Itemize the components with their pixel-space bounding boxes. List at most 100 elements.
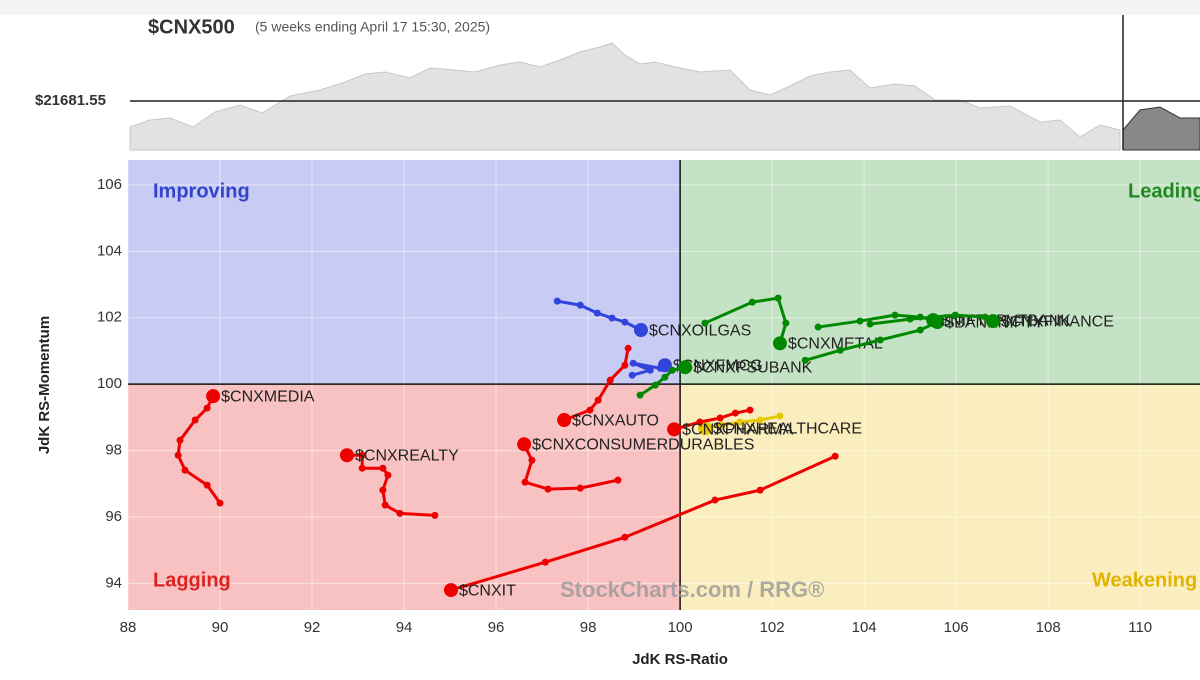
series-label: $CNXIT [459, 582, 516, 599]
y-tick-label: 102 [97, 309, 122, 326]
top-band [0, 0, 1200, 15]
trail-point [636, 391, 644, 399]
trail-point [736, 418, 744, 426]
trail-head [557, 413, 572, 428]
x-tick-label: 88 [120, 619, 137, 636]
y-tick-label: 98 [105, 442, 122, 459]
trail-point [731, 409, 739, 417]
quadrant-label: Weakening [1092, 569, 1197, 591]
quadrant-label: Lagging [153, 569, 231, 591]
trail-point [651, 381, 659, 389]
x-tick-label: 108 [1036, 619, 1061, 636]
trail-point [621, 361, 629, 369]
trail-point [431, 511, 439, 519]
trail-point [384, 471, 392, 479]
trail-point [866, 320, 874, 328]
trail-point [379, 486, 387, 494]
trail-point [174, 451, 182, 459]
series-label: $CNXFMCG [673, 357, 763, 374]
trail-point [696, 418, 704, 426]
x-tick-label: 106 [944, 619, 969, 636]
price-area-recent [1122, 106, 1200, 151]
trail-head [678, 360, 693, 375]
trail-point [576, 484, 584, 492]
y-tick-label: 106 [97, 176, 122, 193]
trail-point [358, 451, 366, 459]
trail-point [891, 311, 899, 319]
trail-point [181, 466, 189, 474]
quadrant-label: Improving [153, 180, 250, 202]
trail-point [916, 326, 924, 334]
trail-point [628, 371, 636, 379]
series-label: $CNXMEDIA [221, 388, 315, 405]
trail-point [876, 336, 884, 344]
trail-head [206, 389, 221, 404]
trail-point [624, 344, 632, 352]
x-tick-label: 100 [668, 619, 693, 636]
series-label: $CNXPSUBANK [693, 359, 812, 376]
x-tick-label: 92 [304, 619, 321, 636]
trail-point [646, 366, 654, 374]
trail-head [667, 422, 682, 437]
axes: 88 90 92 94 96 98 100 102 104 106 108 110 94 96 98 100 1… [97, 176, 1152, 636]
quadrant-leading [680, 160, 1200, 385]
trail-point [553, 297, 561, 305]
trail-point [216, 499, 224, 507]
trail-point [831, 452, 839, 460]
trail-point [716, 414, 724, 422]
trail-point [746, 406, 754, 414]
y-axis-label: JdK RS-Momentum [36, 316, 53, 454]
chart-subtitle: (5 weeks ending April 17 15:30, 2025) [255, 19, 490, 35]
trail-point [756, 486, 764, 494]
trail-point [586, 406, 594, 414]
trail-point [521, 478, 529, 486]
x-tick-label: 110 [1128, 619, 1152, 636]
plot-area: Improving Leading Lagging Weakening StockCha… [128, 160, 1200, 610]
trail-point [836, 346, 844, 354]
trail-point [176, 436, 184, 444]
price-label: $21681.55 [35, 92, 106, 109]
trail-head [772, 336, 787, 351]
y-tick-label: 96 [105, 508, 122, 525]
trail-point [606, 376, 614, 384]
trail-point [621, 533, 629, 541]
quadrant-label: Leading [1128, 180, 1200, 202]
trail-point [814, 323, 822, 331]
series-label: $CNXFINANCE [1001, 313, 1114, 330]
trail-point [379, 464, 387, 472]
price-strip [129, 15, 1200, 151]
x-tick-label: 104 [852, 619, 877, 636]
trail-point [191, 416, 199, 424]
trail-point [593, 309, 601, 317]
trail-point [629, 359, 637, 367]
trail-point [776, 412, 784, 420]
trail-point [621, 318, 629, 326]
series-label: $CNXMETAL [788, 336, 883, 353]
trail-head [657, 358, 672, 373]
trail-point [668, 366, 676, 374]
trail-point [358, 464, 366, 472]
trail-point [711, 496, 719, 504]
y-tick-label: 104 [97, 242, 122, 259]
x-tick-label: 90 [212, 619, 229, 636]
series-label: $CNXAUTO [572, 412, 659, 429]
trail-point [774, 294, 782, 302]
trail-point [906, 315, 914, 323]
trail-point [701, 319, 709, 327]
chart-title: $CNX500 [148, 16, 235, 38]
trail-point [608, 314, 616, 322]
price-area [129, 42, 1121, 151]
trail-point [856, 317, 864, 325]
trail-line [450, 454, 836, 592]
trail-head [517, 437, 532, 452]
x-axis-label: JdK RS-Ratio [632, 651, 728, 668]
series-label: $CNXHEALTHCARE [713, 421, 862, 438]
trail-point [748, 298, 756, 306]
trail-point [544, 485, 552, 493]
trail-point [951, 311, 959, 319]
trail-point [594, 396, 602, 404]
trail-point [576, 301, 584, 309]
trail-head [443, 583, 458, 598]
series-label: $CNXCONSUMERDURABLES [532, 436, 754, 453]
